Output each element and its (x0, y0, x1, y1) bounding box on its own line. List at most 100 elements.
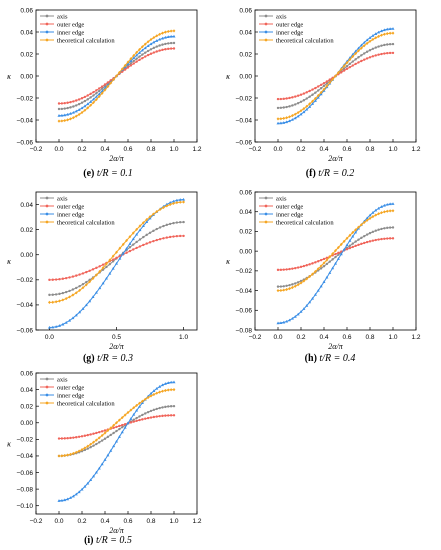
point-outer-edge (123, 68, 127, 71)
point-outer-edge (115, 256, 118, 260)
point-theoretical-calculation (112, 423, 116, 427)
point-inner-edge (168, 201, 172, 204)
point-theoretical-calculation (334, 249, 337, 253)
point-outer-edge (61, 277, 65, 280)
point-outer-edge (126, 66, 130, 69)
point-axis (85, 280, 88, 284)
point-axis (103, 437, 107, 440)
point-inner-edge (296, 312, 300, 316)
point-theoretical-calculation (182, 200, 185, 204)
point-theoretical-calculation (380, 211, 383, 215)
point-inner-edge (362, 40, 366, 44)
point-axis (371, 230, 375, 234)
point-outer-edge (155, 50, 158, 53)
point-outer-edge (299, 93, 303, 96)
point-inner-edge (84, 303, 88, 307)
point-outer-edge (302, 264, 306, 268)
point-theoretical-calculation (112, 77, 116, 82)
point-inner-edge (336, 257, 340, 260)
point-outer-edge (98, 265, 101, 268)
legend-marker (45, 220, 49, 224)
point-theoretical-calculation (319, 90, 323, 95)
point-axis (155, 227, 158, 231)
point-outer-edge (340, 71, 343, 74)
point-theoretical-calculation (362, 44, 366, 48)
point-axis (68, 289, 71, 293)
point-inner-edge (342, 247, 346, 251)
point-theoretical-calculation (325, 258, 329, 262)
x-axis-label: 2α/π (109, 342, 124, 351)
point-axis (148, 231, 152, 234)
point-theoretical-calculation (339, 67, 343, 71)
point-axis (342, 67, 346, 70)
point-theoretical-calculation (94, 97, 98, 102)
point-outer-edge (345, 248, 349, 251)
point-inner-edge (380, 205, 383, 208)
y-tick-label: 0.00 (20, 420, 33, 427)
point-theoretical-calculation (103, 88, 107, 92)
point-theoretical-calculation (121, 242, 125, 246)
y-tick-label: −0.02 (236, 268, 253, 275)
point-inner-edge (97, 466, 101, 470)
legend-label: outer edge (57, 21, 84, 28)
x-tick-label: −0.2 (30, 146, 43, 153)
point-inner-edge (51, 325, 55, 329)
point-axis (158, 226, 162, 229)
point-theoretical-calculation (146, 40, 150, 44)
point-inner-edge (359, 43, 363, 47)
point-axis (368, 231, 372, 235)
point-inner-edge (101, 281, 105, 285)
point-axis (354, 240, 357, 243)
point-theoretical-calculation (143, 42, 147, 46)
legend-marker (45, 196, 49, 200)
y-tick-label: −0.02 (17, 277, 34, 284)
point-inner-edge (57, 324, 61, 327)
point-theoretical-calculation (342, 64, 346, 68)
point-axis (162, 224, 165, 228)
point-outer-edge (115, 425, 118, 429)
point-theoretical-calculation (138, 224, 142, 228)
point-theoretical-calculation (377, 34, 381, 38)
point-inner-edge (97, 92, 101, 96)
x-tick-label: 1.0 (179, 334, 188, 341)
x-tick-label: 0.0 (45, 334, 54, 341)
point-theoretical-calculation (152, 392, 156, 397)
point-axis (141, 413, 144, 417)
point-inner-edge (74, 492, 78, 496)
panel-caption: (g) t/R = 0.3 (83, 353, 133, 364)
point-outer-edge (75, 274, 78, 277)
point-inner-edge (81, 307, 85, 310)
point-axis (105, 265, 108, 269)
point-axis (322, 84, 326, 88)
point-outer-edge (348, 65, 352, 69)
point-axis (365, 233, 369, 236)
point-inner-edge (77, 490, 81, 494)
point-outer-edge (365, 240, 369, 244)
point-inner-edge (129, 417, 133, 420)
point-axis (383, 43, 386, 47)
point-inner-edge (368, 213, 372, 217)
legend-label: inner edge (57, 392, 84, 399)
point-inner-edge (165, 202, 169, 206)
point-inner-edge (169, 380, 173, 384)
point-outer-edge (132, 420, 135, 423)
point-theoretical-calculation (313, 269, 317, 274)
point-outer-edge (83, 95, 87, 99)
legend-label: axis (276, 195, 287, 202)
point-outer-edge (121, 423, 124, 427)
point-axis (371, 47, 375, 51)
point-outer-edge (314, 261, 317, 264)
plot-frame (35, 372, 198, 515)
point-inner-edge (104, 276, 108, 280)
y-tick-label: 0.04 (20, 202, 33, 209)
point-outer-edge (168, 235, 172, 239)
point-theoretical-calculation (129, 57, 133, 61)
legend-label: theoretical calculation (57, 219, 115, 226)
point-axis (299, 279, 303, 283)
point-inner-edge (109, 449, 113, 452)
point-theoretical-calculation (60, 119, 64, 123)
point-inner-edge (66, 112, 70, 116)
point-theoretical-calculation (365, 41, 369, 45)
legend-label: inner edge (57, 211, 84, 218)
legend-marker (264, 14, 268, 18)
